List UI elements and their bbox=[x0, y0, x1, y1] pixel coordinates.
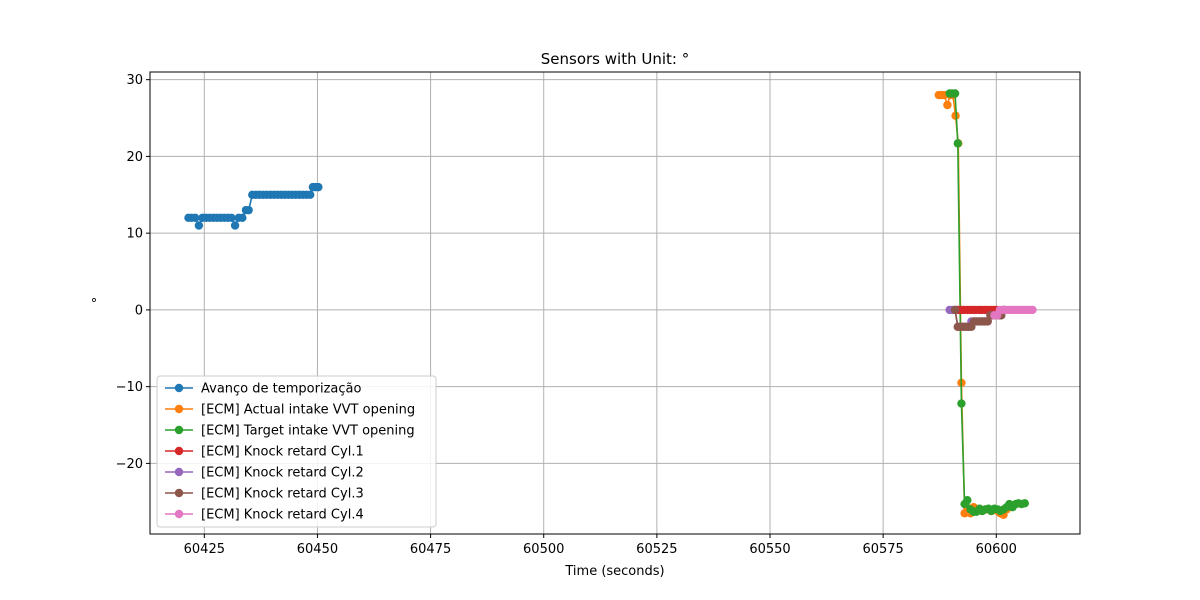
x-tick-label: 60475 bbox=[410, 542, 451, 557]
legend-item: [ECM] Target intake VVT opening bbox=[165, 424, 415, 439]
series-layer bbox=[184, 89, 1037, 520]
y-tick-label: −20 bbox=[116, 457, 143, 472]
plot-frame bbox=[149, 71, 1081, 535]
x-tick-label: 60600 bbox=[976, 542, 1017, 557]
legend-label: [ECM] Actual intake VVT opening bbox=[201, 403, 415, 418]
grid bbox=[150, 72, 1080, 534]
legend-label: [ECM] Target intake VVT opening bbox=[201, 424, 415, 439]
legend-item: [ECM] Actual intake VVT opening bbox=[165, 403, 415, 418]
series-1 bbox=[184, 182, 323, 230]
data-point bbox=[953, 139, 963, 148]
data-point bbox=[244, 205, 253, 215]
legend-marker bbox=[174, 467, 184, 477]
x-tick-label: 60550 bbox=[749, 542, 790, 557]
data-point bbox=[950, 89, 960, 98]
data-point bbox=[191, 213, 200, 223]
legend-marker bbox=[174, 404, 184, 414]
y-tick-label: 20 bbox=[126, 150, 143, 165]
x-axis-label: Time (seconds) bbox=[564, 564, 664, 579]
x-tick-label: 60450 bbox=[297, 542, 338, 557]
legend-item: [ECM] Knock retard Cyl.3 bbox=[165, 487, 364, 502]
data-point bbox=[194, 221, 204, 230]
data-point bbox=[227, 213, 236, 223]
data-point bbox=[1028, 305, 1037, 315]
legend-marker bbox=[174, 425, 184, 435]
series-3 bbox=[945, 89, 1029, 516]
data-point bbox=[1020, 499, 1029, 508]
series-7 bbox=[990, 305, 1037, 320]
data-point bbox=[957, 399, 966, 408]
legend-item: [ECM] Knock retard Cyl.4 bbox=[165, 508, 364, 523]
data-point bbox=[230, 221, 240, 230]
x-tick-label: 60575 bbox=[862, 542, 903, 557]
legend-label: [ECM] Knock retard Cyl.4 bbox=[201, 508, 364, 523]
y-tick-label: 30 bbox=[126, 73, 143, 88]
legend-label: [ECM] Knock retard Cyl.3 bbox=[201, 487, 364, 502]
x-tick-label: 60500 bbox=[523, 542, 564, 557]
legend-item: [ECM] Knock retard Cyl.2 bbox=[165, 466, 364, 481]
legend-marker bbox=[174, 383, 184, 393]
y-tick-label: 0 bbox=[135, 303, 143, 318]
y-tick-label: 10 bbox=[126, 227, 143, 242]
legend-label: [ECM] Knock retard Cyl.2 bbox=[201, 466, 364, 481]
legend: Avanço de temporização [ECM] Actual intak… bbox=[156, 375, 437, 528]
x-tick-label: 60525 bbox=[636, 542, 677, 557]
legend-item: [ECM] Knock retard Cyl.1 bbox=[165, 445, 364, 460]
y-axis-label: ° bbox=[91, 297, 98, 312]
legend-marker bbox=[174, 446, 184, 456]
legend-marker bbox=[174, 509, 184, 519]
chart-title: Sensors with Unit: ° bbox=[541, 50, 689, 68]
legend-box bbox=[156, 375, 437, 528]
data-point bbox=[963, 496, 972, 505]
data-point bbox=[238, 213, 247, 223]
legend-label: [ECM] Knock retard Cyl.1 bbox=[201, 445, 364, 460]
y-axis-ticks: −20 −10 0 10 20 30 bbox=[116, 73, 150, 472]
data-point bbox=[306, 190, 315, 199]
legend-item: Avanço de temporização bbox=[165, 382, 361, 397]
y-tick-label: −10 bbox=[116, 380, 143, 395]
x-axis-ticks: 60425 60450 60475 60500 60525 60550 60575 60600 bbox=[184, 534, 1017, 557]
data-point bbox=[314, 182, 323, 192]
legend-marker bbox=[174, 488, 184, 498]
series-2 bbox=[934, 90, 1011, 520]
data-point bbox=[943, 100, 952, 110]
x-tick-label: 60425 bbox=[184, 542, 225, 557]
legend-label: Avanço de temporização bbox=[201, 382, 361, 397]
data-point bbox=[950, 305, 960, 315]
